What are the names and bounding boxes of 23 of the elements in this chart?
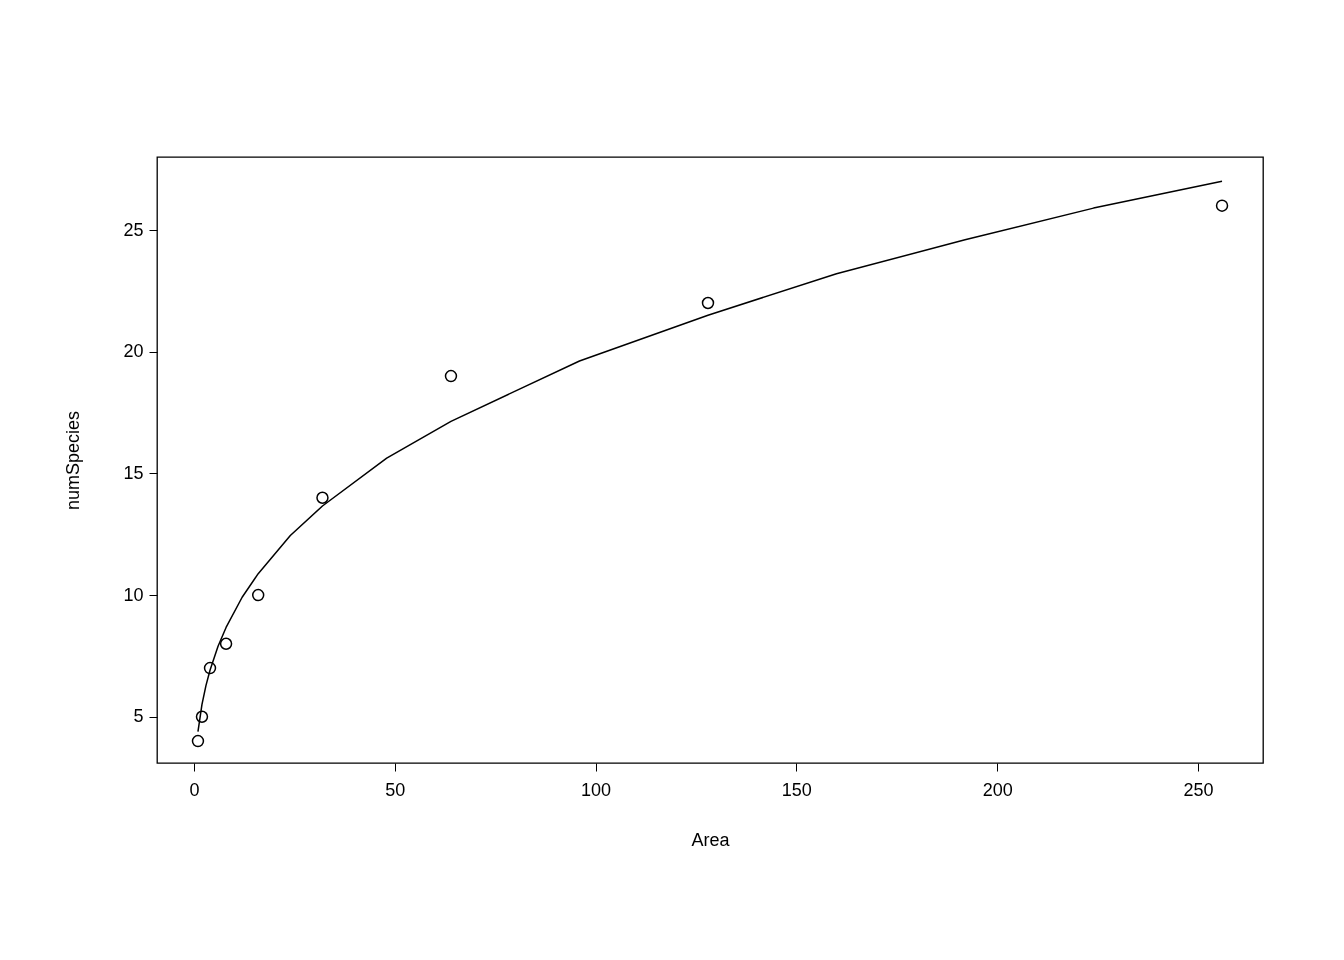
point xyxy=(203,661,217,675)
x-tick-label: 200 xyxy=(982,779,1013,800)
y-tick-label: 10 xyxy=(123,584,144,605)
line-series xyxy=(197,180,1223,733)
point xyxy=(251,588,265,602)
y-tick-label: 25 xyxy=(123,219,144,240)
point xyxy=(1215,199,1229,212)
x-tick-label: 150 xyxy=(781,779,812,800)
point xyxy=(195,710,209,723)
y-axis-title: numSpecies xyxy=(63,410,84,511)
y-tick-label: 20 xyxy=(123,341,144,362)
y-tick-label: 5 xyxy=(133,706,144,727)
x-tick-label: 100 xyxy=(581,779,612,800)
y-tick-label: 15 xyxy=(123,462,144,483)
x-tick-label: 50 xyxy=(385,779,406,800)
point xyxy=(701,296,715,310)
point xyxy=(316,491,329,504)
x-tick-label: 0 xyxy=(189,779,200,800)
point xyxy=(191,734,205,748)
x-axis-title: Area xyxy=(691,829,731,850)
x-tick-label: 250 xyxy=(1183,779,1214,800)
point xyxy=(219,637,233,650)
point xyxy=(444,369,458,383)
